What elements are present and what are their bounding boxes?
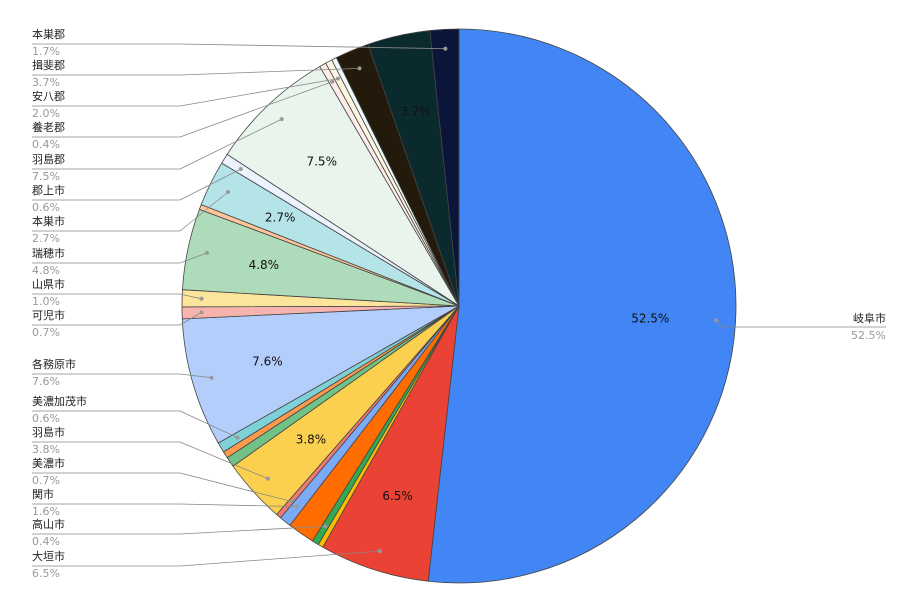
leader-line-13 bbox=[179, 472, 292, 502]
leader-line-0 bbox=[179, 43, 446, 50]
outside-label-pct-9: 0.7% bbox=[32, 326, 60, 339]
leader-lines bbox=[32, 43, 886, 567]
outside-label-name-1: 揖斐郡 bbox=[32, 58, 65, 72]
outside-label-pct-12: 3.8% bbox=[32, 443, 60, 456]
outside-label-name-4: 羽島郡 bbox=[32, 152, 65, 166]
leader-dot-8 bbox=[199, 296, 204, 301]
leader-dot-10 bbox=[209, 375, 214, 380]
outside-label-name-11: 美濃加茂市 bbox=[32, 394, 87, 408]
leader-line-11 bbox=[179, 410, 238, 438]
outside-label-name-5: 郡上市 bbox=[32, 183, 65, 197]
leader-line-1 bbox=[179, 68, 360, 76]
slice-inner-label-14: 4.8% bbox=[249, 258, 280, 272]
slice-inner-label-0: 52.5% bbox=[631, 311, 669, 325]
outside-label-pct-11: 0.6% bbox=[32, 412, 60, 425]
outside-label-pct-0: 1.7% bbox=[32, 45, 60, 58]
leader-dot-4 bbox=[279, 117, 284, 122]
leader-line-12 bbox=[179, 441, 268, 479]
inner-labels: 52.5% 6.5% 3.8% 7.6% 4.8% 2.7% 7.5% 3.7% bbox=[249, 104, 670, 502]
outside-label-name-8: 山県市 bbox=[32, 277, 65, 291]
outside-label-name-13: 美濃市 bbox=[32, 456, 65, 470]
pie-slice-24 bbox=[429, 28, 460, 307]
outside-label-name-15: 高山市 bbox=[32, 517, 65, 531]
outside-label-pct-3: 0.4% bbox=[32, 138, 60, 151]
outside-label-name-9: 可児市 bbox=[32, 308, 65, 322]
leader-dot-5 bbox=[238, 167, 243, 171]
pie-slice-0 bbox=[427, 28, 737, 584]
slice-inner-label-18: 7.5% bbox=[306, 154, 337, 168]
leader-dot-7 bbox=[204, 250, 209, 255]
slice-inner-label-11: 7.6% bbox=[252, 354, 283, 368]
outside-label-pct-7: 4.8% bbox=[32, 264, 60, 277]
slice-inner-label-23: 3.7% bbox=[400, 104, 431, 118]
leader-line-2 bbox=[179, 78, 338, 107]
outside-label-pct-14: 1.6% bbox=[32, 505, 60, 518]
outside-label-pct-1: 3.7% bbox=[32, 76, 60, 89]
slice-inner-label-7: 3.8% bbox=[296, 433, 327, 447]
pie-slice-1 bbox=[322, 305, 460, 582]
outside-label-pct-13: 0.7% bbox=[32, 474, 60, 487]
leader-line-7 bbox=[179, 252, 208, 264]
outside-label-pct-15: 0.4% bbox=[32, 535, 60, 548]
leader-line-16 bbox=[179, 550, 380, 567]
outside-label-name-7: 瑞穂市 bbox=[32, 246, 65, 260]
outside-label-name-17: 岐阜市 bbox=[853, 311, 886, 325]
outside-label-name-2: 安八郡 bbox=[32, 89, 65, 103]
outside-label-name-12: 羽島市 bbox=[32, 425, 65, 439]
outside-label-pct-2: 2.0% bbox=[32, 107, 60, 120]
outside-label-name-10: 各務原市 bbox=[32, 357, 76, 371]
leader-dot-6 bbox=[226, 190, 230, 194]
pie-slices bbox=[181, 28, 737, 584]
leader-dot-1 bbox=[357, 66, 362, 71]
outer-labels: 本巣郡1.7%揖斐郡3.7%安八郡2.0%養老郡0.4%羽島郡7.5%郡上市0.… bbox=[32, 27, 886, 580]
leader-line-10 bbox=[179, 373, 212, 379]
leader-line-4 bbox=[179, 118, 282, 170]
leader-line-3 bbox=[179, 81, 333, 138]
leader-line-9 bbox=[179, 312, 202, 326]
outside-label-name-0: 本巣郡 bbox=[32, 27, 65, 41]
outside-label-pct-4: 7.5% bbox=[32, 170, 60, 183]
leader-line-14 bbox=[179, 503, 298, 507]
outside-label-pct-16: 6.5% bbox=[32, 567, 60, 580]
leader-line-6 bbox=[179, 191, 229, 232]
outside-label-pct-10: 7.6% bbox=[32, 375, 60, 388]
outside-label-pct-6: 2.7% bbox=[32, 232, 60, 245]
leader-dot-2 bbox=[335, 76, 340, 81]
outside-label-name-3: 養老郡 bbox=[32, 120, 65, 134]
leader-dot-11 bbox=[235, 435, 240, 440]
leader-line-5 bbox=[179, 168, 241, 201]
outside-label-name-14: 関市 bbox=[32, 487, 54, 501]
leader-dot-15 bbox=[323, 524, 328, 529]
leader-dot-9 bbox=[199, 310, 204, 315]
leader-dot-12 bbox=[265, 476, 270, 481]
leader-dot-17 bbox=[714, 318, 719, 323]
slice-inner-label-1: 6.5% bbox=[382, 489, 413, 503]
leader-line-8 bbox=[179, 293, 202, 300]
leader-dot-16 bbox=[377, 549, 382, 554]
leader-dot-3 bbox=[330, 79, 335, 84]
leader-dot-13 bbox=[289, 499, 294, 504]
outside-label-name-16: 大垣市 bbox=[32, 549, 65, 563]
outside-label-name-6: 本巣市 bbox=[32, 214, 65, 228]
leader-dot-14 bbox=[295, 504, 300, 509]
leader-line-15 bbox=[179, 525, 326, 535]
slice-inner-label-16: 2.7% bbox=[265, 211, 296, 225]
outside-label-pct-8: 1.0% bbox=[32, 295, 60, 308]
outside-label-pct-17: 52.5% bbox=[851, 329, 886, 342]
leader-dot-0 bbox=[443, 46, 448, 51]
outside-label-pct-5: 0.6% bbox=[32, 201, 60, 214]
